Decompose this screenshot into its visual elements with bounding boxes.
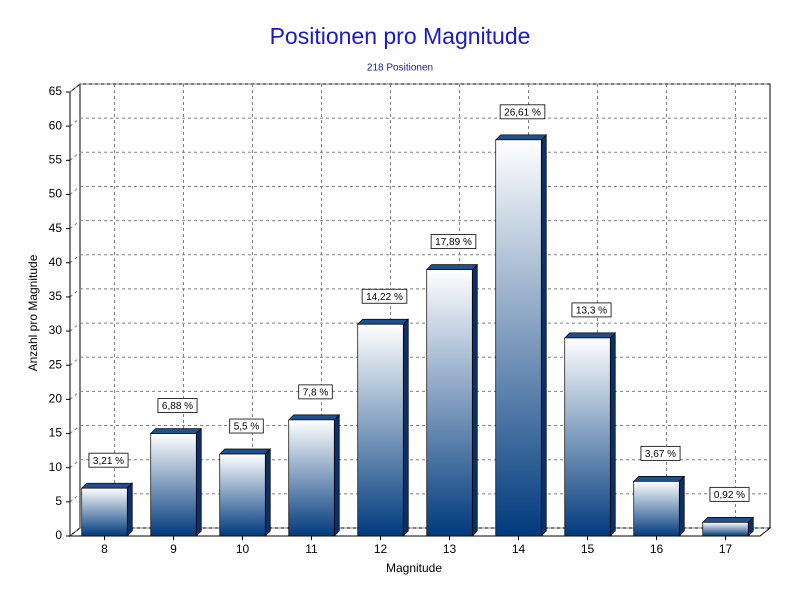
- grid-line: [69, 186, 81, 195]
- y-tick-label: 10: [49, 460, 63, 474]
- value-label: 6,88 %: [162, 401, 193, 412]
- y-tick-label: 30: [49, 323, 63, 337]
- y-tick-label: 20: [49, 392, 63, 406]
- bar: [495, 139, 542, 537]
- chart-title: Positionen pro Magnitude: [270, 23, 531, 49]
- bar-top: [425, 264, 479, 270]
- value-label: 3,21 %: [93, 456, 124, 467]
- value-label: 26,61 %: [504, 107, 541, 118]
- grid-line: [69, 356, 81, 366]
- bar-top: [356, 318, 410, 325]
- grid-line: [69, 117, 81, 127]
- y-tick-label: 40: [49, 255, 63, 269]
- grid-line: [69, 390, 81, 400]
- bar: [426, 269, 473, 537]
- x-tick-label: 12: [374, 542, 388, 556]
- y-tick-label: 50: [49, 187, 63, 201]
- bar-side: [540, 133, 547, 537]
- value-label-box: [361, 288, 408, 304]
- x-tick-label: 17: [719, 542, 733, 556]
- grid-line: [69, 493, 81, 503]
- y-tick-label: 25: [49, 357, 63, 371]
- bar: [564, 337, 611, 537]
- y-tick-label: 65: [49, 84, 63, 98]
- bar-side: [333, 414, 340, 537]
- x-tick-label: 11: [305, 542, 318, 556]
- y-tick-label: 55: [49, 152, 63, 166]
- grid-line: [69, 288, 81, 298]
- grid-line: [69, 220, 81, 230]
- bar-top: [563, 332, 617, 339]
- y-axis-title: Anzahl pro Magnitude: [26, 254, 40, 371]
- y-tick-label: 35: [49, 289, 63, 303]
- bar-side: [402, 318, 409, 537]
- value-label-box: [571, 302, 612, 318]
- bar-side: [195, 427, 202, 537]
- grid-line: [69, 254, 81, 264]
- bar-top: [149, 428, 203, 434]
- grid-line: [69, 151, 81, 161]
- value-label-box: [709, 486, 750, 502]
- bar-side: [264, 448, 271, 537]
- bar: [219, 453, 266, 537]
- bar-top: [632, 476, 686, 482]
- bar-side: [126, 482, 133, 537]
- bar-top: [218, 448, 272, 455]
- value-label-box: [430, 234, 477, 250]
- x-tick-label: 15: [581, 542, 595, 556]
- bar: [150, 433, 197, 537]
- value-label-box: [499, 104, 546, 120]
- grid-line: [69, 527, 81, 537]
- y-tick-label: 15: [49, 426, 63, 440]
- chart-subtitle: 218 Positionen: [367, 63, 433, 74]
- value-label-box: [298, 384, 333, 400]
- bar-side: [471, 263, 478, 537]
- x-tick-label: 10: [236, 542, 250, 556]
- grid-line: [69, 83, 81, 93]
- grid-line: [69, 459, 81, 469]
- bar-side: [609, 332, 616, 537]
- y-tick-label: 45: [49, 221, 63, 235]
- bar-top: [80, 482, 134, 489]
- grid-line: [69, 425, 81, 434]
- bar-top: [287, 414, 341, 421]
- bar: [633, 481, 680, 537]
- value-label: 0,92 %: [714, 490, 745, 501]
- y-tick-label: 60: [49, 118, 63, 132]
- bar-top: [701, 516, 755, 523]
- value-label-box: [157, 398, 198, 413]
- value-label-box: [88, 452, 129, 468]
- value-label-box: [640, 445, 681, 461]
- value-label: 3,67 %: [645, 449, 676, 460]
- value-label: 17,89 %: [435, 237, 472, 248]
- value-label: 5,5 %: [234, 422, 260, 433]
- bar-side: [678, 475, 685, 537]
- x-axis-title: Magnitude: [386, 561, 442, 575]
- value-label: 7,8 %: [303, 388, 329, 399]
- bar: [288, 419, 335, 537]
- bar: [702, 521, 749, 537]
- grid-line: [69, 322, 81, 332]
- bar: [357, 323, 404, 537]
- x-tick-label: 13: [443, 542, 457, 556]
- x-tick-label: 8: [101, 542, 108, 556]
- value-label: 13,3 %: [576, 306, 607, 317]
- left-wall: [69, 82, 81, 538]
- y-tick-label: 5: [55, 494, 62, 508]
- value-label-box: [229, 418, 264, 434]
- x-tick-label: 14: [512, 542, 526, 556]
- y-tick-label: 0: [55, 528, 62, 542]
- value-label: 14,22 %: [366, 292, 403, 303]
- bar: [81, 487, 128, 537]
- bar-top: [494, 134, 548, 141]
- x-tick-label: 9: [170, 542, 177, 556]
- x-tick-label: 16: [650, 542, 664, 556]
